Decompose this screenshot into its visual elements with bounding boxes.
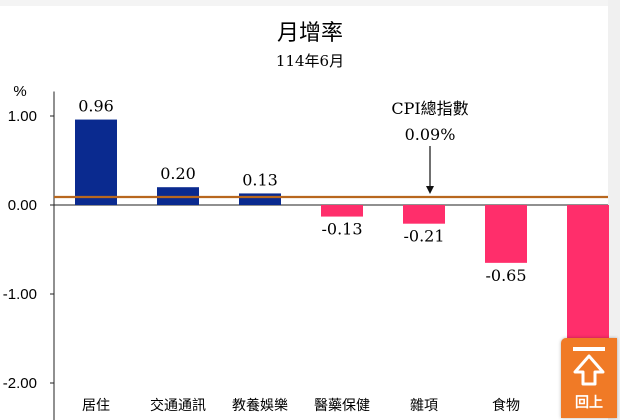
- page-top-strip: [0, 0, 620, 6]
- category-label: 交通通訊: [150, 397, 206, 414]
- category-label: 雜項: [410, 398, 438, 414]
- bar: [75, 119, 117, 205]
- category-label: 居住: [82, 398, 110, 414]
- value-labels: 0.960.200.13-0.13-0.21-0.65-1.81: [78, 97, 608, 389]
- chart-title: 月增率: [277, 21, 343, 46]
- bar-value-label: 0.96: [78, 97, 114, 116]
- cpi-annotation-arrowhead: [426, 185, 434, 194]
- up-arrow-icon: [573, 347, 605, 386]
- category-label: 食物: [492, 397, 520, 414]
- back-to-top-button[interactable]: 回上: [561, 338, 617, 418]
- bar-value-label: -0.21: [403, 227, 444, 246]
- bar: [239, 193, 281, 205]
- y-tick-label: 1.00: [8, 108, 37, 125]
- bar-value-label: 0.13: [242, 170, 278, 189]
- y-tick-label: -2.00: [3, 375, 37, 392]
- category-labels: 居住交通通訊教養娛樂醫藥保健雜項食物衣著: [82, 397, 602, 414]
- bar-value-label: -0.65: [485, 266, 526, 285]
- bars: [75, 119, 609, 367]
- cpi-annotation-value: 0.09%: [405, 125, 456, 144]
- bar: [321, 205, 363, 217]
- cpi-annotation-label: CPI總指數: [391, 99, 468, 118]
- chart-subtitle: 114年6月: [276, 52, 344, 70]
- y-axis-unit: %: [13, 83, 26, 100]
- category-label: 醫藥保健: [314, 398, 370, 414]
- y-tick-label: -1.00: [3, 286, 37, 303]
- y-tick-label: 0.00: [8, 197, 37, 214]
- page-right-edge: [608, 0, 620, 420]
- back-to-top-label: 回上: [575, 395, 603, 411]
- bar-value-label: 0.20: [160, 164, 196, 183]
- bar: [403, 205, 445, 224]
- y-ticks: 1.00 0.00 -1.00 -2.00: [3, 108, 54, 392]
- category-label: 教養娛樂: [232, 397, 288, 414]
- bar: [485, 205, 527, 263]
- bar-value-label: -0.13: [321, 220, 362, 239]
